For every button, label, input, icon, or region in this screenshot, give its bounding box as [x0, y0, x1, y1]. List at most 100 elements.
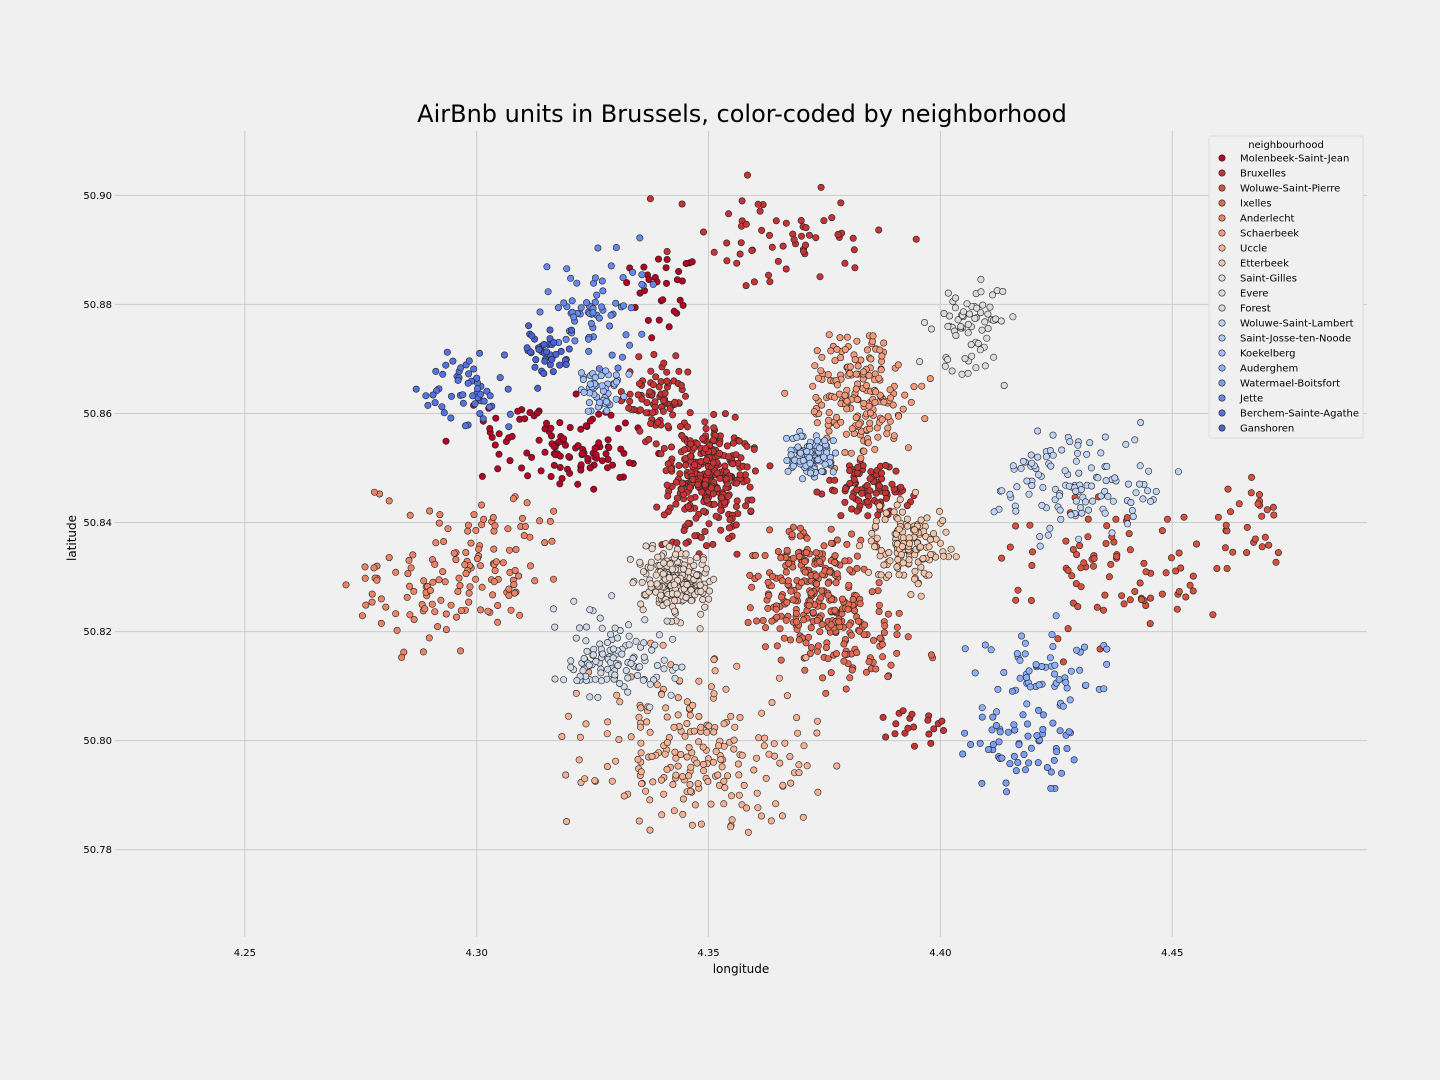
data-point — [604, 455, 612, 463]
data-point — [570, 313, 578, 321]
data-point — [540, 340, 548, 348]
data-point — [746, 483, 754, 491]
data-point — [496, 374, 504, 382]
data-point — [822, 689, 830, 697]
data-point — [404, 570, 412, 578]
data-point — [777, 554, 785, 562]
data-point — [772, 800, 780, 808]
data-point — [679, 810, 687, 818]
data-point — [1059, 702, 1067, 710]
data-point — [636, 558, 644, 566]
series-ixelles — [744, 523, 937, 697]
data-point — [589, 651, 597, 659]
data-point — [847, 631, 855, 639]
data-point — [596, 614, 604, 622]
data-point — [882, 494, 890, 502]
data-point — [816, 628, 824, 636]
data-point — [764, 578, 772, 586]
data-point — [688, 821, 696, 829]
data-point — [787, 587, 795, 595]
legend-label: Etterbeek — [1240, 259, 1289, 270]
data-point — [479, 415, 487, 423]
data-point — [1103, 462, 1111, 470]
y-tick-label: 50.80 — [83, 736, 112, 747]
data-point — [753, 617, 761, 625]
data-point — [1027, 744, 1035, 752]
data-point — [573, 676, 581, 684]
data-point — [697, 610, 705, 618]
data-point — [717, 526, 725, 534]
data-point — [518, 464, 526, 472]
data-point — [1019, 711, 1027, 719]
data-point — [998, 487, 1006, 495]
data-point — [957, 322, 965, 330]
data-point — [645, 275, 653, 283]
data-point — [794, 729, 802, 737]
data-point — [976, 346, 984, 354]
data-point — [564, 712, 572, 720]
data-point — [525, 322, 533, 330]
data-point — [820, 217, 828, 225]
data-point — [580, 388, 588, 396]
data-point — [1014, 586, 1022, 594]
data-point — [867, 468, 875, 476]
data-point — [709, 540, 717, 548]
data-point — [710, 728, 718, 736]
data-point — [1256, 491, 1264, 499]
data-point — [571, 337, 579, 345]
data-point — [558, 732, 566, 740]
data-point — [1025, 667, 1033, 675]
data-point — [637, 749, 645, 757]
data-point — [710, 500, 718, 508]
data-point — [620, 392, 628, 400]
data-point — [759, 616, 767, 624]
data-point — [702, 542, 710, 550]
data-point — [626, 390, 634, 398]
data-point — [590, 485, 598, 493]
data-point — [543, 348, 551, 356]
data-point — [426, 507, 434, 515]
data-point — [872, 665, 880, 673]
data-point — [1066, 696, 1074, 704]
data-point — [1136, 579, 1144, 587]
data-point — [736, 250, 744, 258]
data-point — [961, 355, 969, 363]
data-point — [1021, 766, 1029, 774]
data-point — [662, 264, 670, 272]
legend-label: Ganshoren — [1240, 424, 1294, 435]
data-point — [783, 692, 791, 700]
data-point — [526, 562, 534, 570]
data-point — [709, 490, 717, 498]
data-point — [860, 399, 868, 407]
data-point — [477, 501, 485, 509]
data-point — [591, 675, 599, 683]
data-point — [1039, 483, 1047, 491]
data-point — [536, 517, 544, 525]
data-point — [877, 571, 885, 579]
data-point — [675, 367, 683, 375]
data-point — [512, 545, 520, 553]
data-point — [807, 643, 815, 651]
data-point — [869, 332, 877, 340]
data-point — [873, 534, 881, 542]
series-anderlecht — [342, 488, 558, 661]
data-point — [782, 616, 790, 624]
data-point — [705, 595, 713, 603]
data-point — [743, 171, 751, 179]
data-point — [677, 381, 685, 389]
data-point — [899, 405, 907, 413]
data-point — [850, 246, 858, 254]
data-point — [733, 497, 741, 505]
data-point — [890, 432, 898, 440]
legend-marker — [1218, 334, 1226, 342]
data-point — [647, 367, 655, 375]
data-point — [693, 571, 701, 579]
data-point — [858, 489, 866, 497]
data-point — [432, 367, 440, 375]
data-point — [886, 557, 894, 565]
data-point — [638, 280, 646, 288]
data-point — [707, 683, 715, 691]
data-point — [826, 568, 834, 576]
data-point — [832, 650, 840, 658]
data-point — [1072, 457, 1080, 465]
